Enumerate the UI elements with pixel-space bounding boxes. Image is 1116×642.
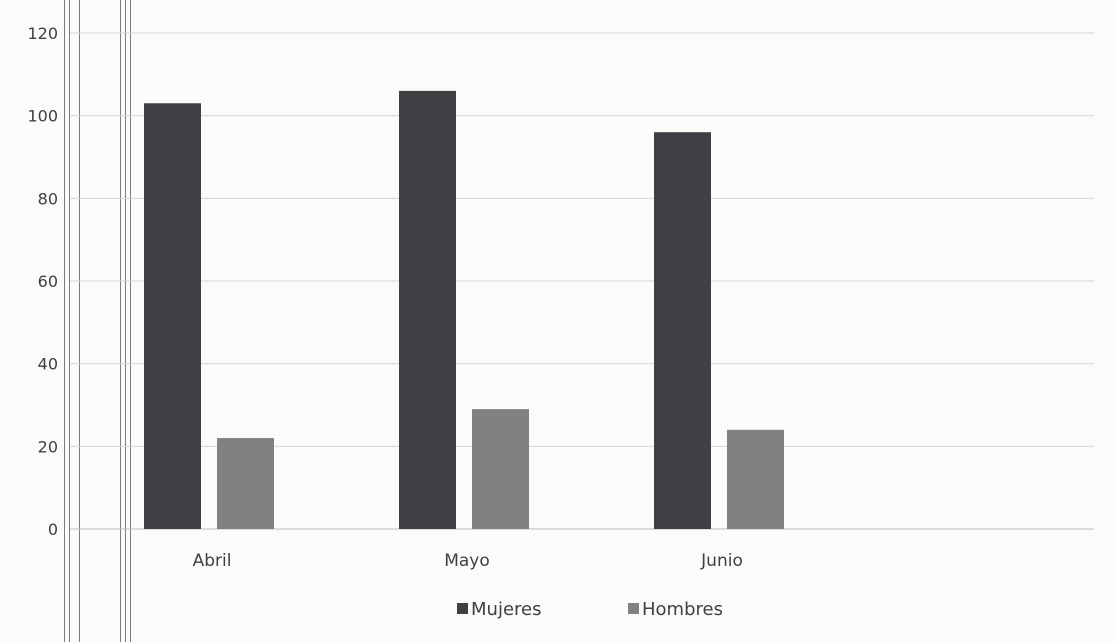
legend-label: Mujeres	[471, 599, 541, 620]
legend-swatch	[628, 603, 639, 614]
border-line	[125, 0, 126, 642]
bars	[144, 90, 784, 530]
bar-hombres-abril	[217, 438, 274, 529]
border-line	[69, 0, 70, 642]
legend: Mujeres Hombres	[457, 599, 723, 620]
y-tick-label: 100	[27, 107, 58, 126]
x-category-label: Abril	[193, 551, 232, 571]
x-category-label: Mayo	[444, 551, 490, 571]
bar-mujeres-abril	[144, 103, 201, 530]
y-tick-label: 60	[38, 272, 58, 291]
x-category-label: Junio	[700, 551, 743, 571]
bar-mujeres-mayo	[399, 90, 456, 529]
legend-label: Hombres	[642, 599, 723, 620]
legend-swatch	[457, 603, 468, 614]
y-tick-label: 80	[38, 189, 58, 208]
y-tick-label: 120	[27, 24, 58, 43]
border-line	[120, 0, 121, 642]
x-axis-categories: Abril Mayo Junio	[193, 551, 743, 571]
border-line	[64, 0, 65, 642]
y-tick-label: 20	[38, 437, 58, 456]
bar-mujeres-junio	[654, 132, 711, 529]
y-tick-label: 0	[48, 520, 58, 539]
border-line	[130, 0, 131, 642]
bar-hombres-mayo	[472, 409, 529, 529]
y-axis-ticks: 0 20 40 60 80 100 120	[27, 24, 58, 539]
bar-hombres-junio	[727, 429, 784, 529]
y-tick-label: 40	[38, 355, 58, 374]
border-line	[79, 0, 80, 642]
